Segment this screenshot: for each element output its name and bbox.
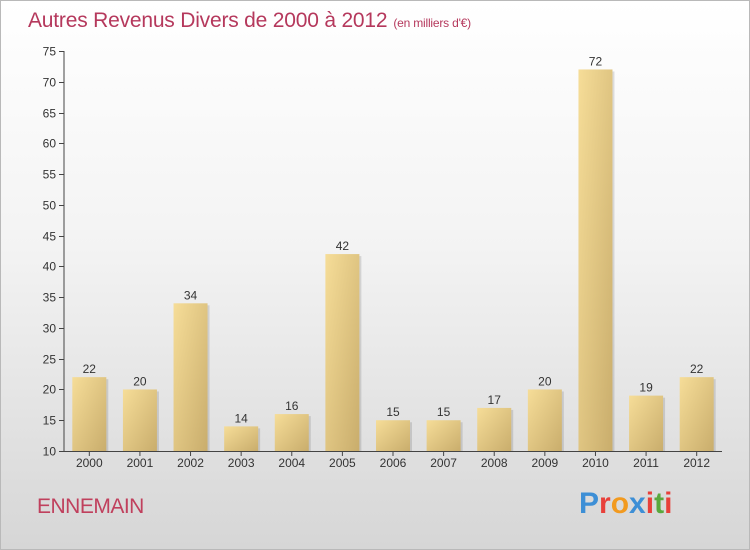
value-label-2001: 20 [133,374,147,388]
bar-2005 [325,254,360,451]
value-label-2007: 15 [437,405,451,419]
bar-2010 [578,69,613,451]
x-tick-label-2003: 2003 [228,456,255,470]
logo-letter: r [599,487,611,520]
y-tick-label: 75 [43,45,57,59]
bar-2006 [376,420,410,451]
y-tick-label: 40 [43,260,57,274]
bar-2003 [224,426,259,451]
bar-2001 [122,389,157,451]
x-tick-label-2002: 2002 [177,456,204,470]
y-tick-label: 10 [43,445,57,459]
logo-letter: i [664,487,673,520]
y-tick-label: 45 [43,230,57,244]
title-text: Autres Revenus Divers de 2000 à 2012 [28,9,388,32]
x-tick-label-2012: 2012 [683,456,710,470]
x-tick-label-2005: 2005 [329,456,356,470]
value-label-2004: 16 [285,399,299,413]
y-tick-label: 55 [43,168,57,182]
x-tick-label-2001: 2001 [127,456,154,470]
value-label-2012: 22 [690,362,704,376]
x-tick-label-2011: 2011 [633,456,659,470]
bars: 22 20 34 14 16 42 15 15 17 20 72 19 22 [72,54,716,451]
bar-2008 [477,407,512,451]
y-tick-label: 65 [43,107,57,121]
x-axis: 2000 2001 2002 2003 2004 2005 2006 2007 2008 2009… [64,451,722,470]
bar-2002 [173,303,208,451]
value-label-2011: 19 [639,381,653,395]
y-tick-label: 25 [43,353,57,367]
bar-2007 [426,420,461,451]
x-tick-label-2004: 2004 [278,456,305,470]
y-tick-label: 20 [43,383,57,397]
y-tick-label: 15 [43,414,57,428]
x-tick-label-2009: 2009 [531,456,558,470]
y-axis: 10 15 20 25 30 35 40 45 50 55 60 65 70 75 [43,45,65,459]
logo-letter: o [610,487,630,520]
logo-letter: i [645,487,655,520]
proxiti-logo: Proxiti [579,487,672,521]
y-tick-label: 50 [43,199,57,213]
location-label: ENNEMAIN [37,495,144,518]
x-tick-label-2008: 2008 [481,456,508,470]
bar-2009 [527,389,562,451]
logo-letter: x [629,487,646,520]
y-tick-label: 60 [43,137,57,151]
value-label-2000: 22 [83,362,97,376]
value-label-2008: 17 [488,393,502,407]
value-label-2005: 42 [336,239,350,253]
value-label-2010: 72 [589,54,603,68]
x-tick-label-2010: 2010 [582,456,609,470]
y-tick-label: 30 [43,322,57,336]
x-tick-label-2000: 2000 [76,456,103,470]
y-tick-label: 70 [43,76,57,90]
bar-2012 [679,377,714,451]
bar-2011 [629,395,664,451]
logo-letter: t [654,487,665,520]
chart-title: Autres Revenus Divers de 2000 à 2012 (en … [28,9,471,33]
y-tick-label: 35 [43,291,57,305]
x-tick-label-2006: 2006 [380,456,407,470]
logo-letter: P [579,487,600,520]
value-label-2009: 20 [538,374,552,388]
value-label-2003: 14 [234,411,248,425]
x-tick-label-2007: 2007 [430,456,457,470]
value-label-2002: 34 [184,288,198,302]
chart-subtitle: (en milliers d'€) [393,16,471,30]
bar-2004 [274,414,309,451]
bar-2000 [72,377,107,451]
value-label-2006: 15 [386,405,400,419]
